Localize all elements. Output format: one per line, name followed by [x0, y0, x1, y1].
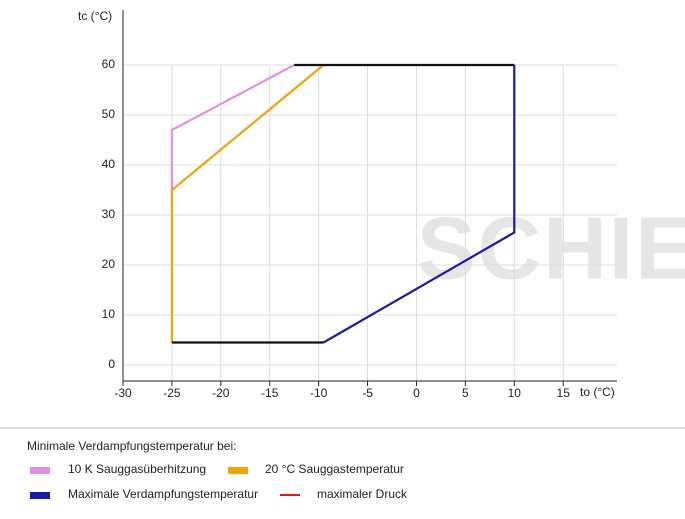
x-axis-label: to (°C) — [580, 385, 615, 399]
x-tick-label: -10 — [310, 386, 328, 400]
legend-label: 20 °C Sauggastemperatur — [265, 462, 404, 476]
x-tick-label: -5 — [362, 386, 373, 400]
watermark: SCHIESSL — [417, 198, 685, 297]
legend-swatch — [30, 492, 50, 499]
legend-label: maximaler Druck — [317, 487, 408, 501]
x-tick-label: 10 — [508, 386, 522, 400]
legend-title: Minimale Verdampfungstemperatur bei: — [27, 439, 236, 453]
y-tick-label: 30 — [102, 207, 116, 221]
x-tick-label: -25 — [163, 386, 181, 400]
series-line — [322, 65, 516, 344]
y-tick-label: 60 — [102, 57, 116, 71]
y-tick-label: 40 — [102, 157, 116, 171]
y-tick-label: 20 — [102, 257, 116, 271]
x-tick-label: -30 — [114, 386, 132, 400]
y-tick-label: 10 — [102, 307, 116, 321]
x-tick-label: -20 — [212, 386, 230, 400]
y-tick-label: 50 — [102, 107, 116, 121]
legend-swatch — [30, 467, 50, 474]
y-tick-label: 0 — [108, 357, 115, 371]
legend-swatch — [228, 467, 248, 474]
x-tick-label: 5 — [462, 386, 469, 400]
x-tick-label: -15 — [261, 386, 279, 400]
legend-label: 10 K Sauggasüberhitzung — [68, 462, 206, 476]
x-tick-label: 0 — [413, 386, 420, 400]
series-line — [170, 64, 325, 343]
y-axis-label: tc (°C) — [78, 9, 112, 23]
series-line — [170, 64, 295, 190]
legend-label: Maximale Verdampfungstemperatur — [68, 487, 258, 501]
x-tick-label: 15 — [557, 386, 571, 400]
